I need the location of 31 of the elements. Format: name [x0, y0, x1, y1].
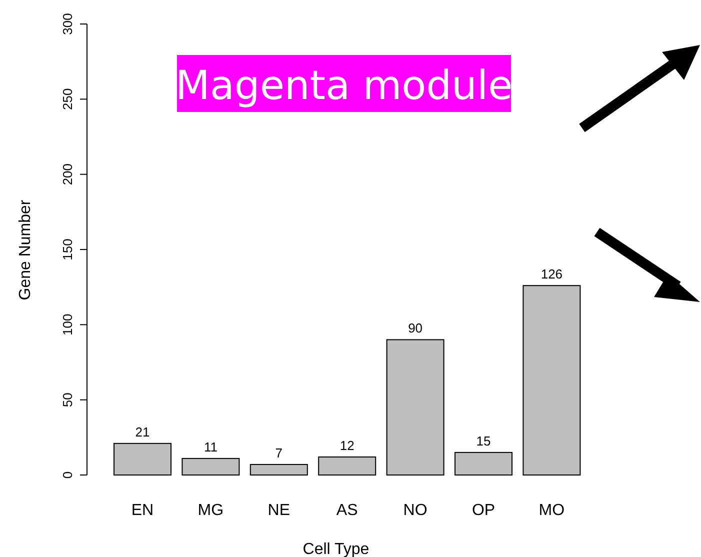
data-label: 90	[408, 320, 423, 336]
bar	[182, 458, 240, 476]
bar	[250, 464, 308, 476]
y-axis-title: Gene Number	[17, 199, 34, 300]
bar	[114, 442, 172, 476]
data-label: 12	[340, 438, 354, 453]
y-tick-label: 100	[60, 314, 75, 336]
data-label: 21	[135, 424, 150, 440]
x-tick-label: AS	[336, 502, 358, 519]
bar	[386, 339, 444, 476]
x-tick-label: MO	[538, 502, 565, 519]
y-tick-label: 0	[60, 471, 75, 479]
y-tick-label: 300	[60, 13, 75, 35]
data-label: 15	[476, 433, 491, 448]
bar	[522, 285, 581, 476]
x-tick-label: OP	[472, 502, 496, 519]
data-label: 7	[275, 445, 283, 460]
y-tick-label: 250	[60, 88, 75, 110]
data-label: 11	[204, 439, 218, 454]
x-tick-label: MG	[198, 502, 224, 519]
bar	[318, 456, 376, 476]
text: Magenta module	[175, 63, 513, 109]
x-tick-label: NE	[268, 502, 290, 519]
x-tick-label: EN	[131, 502, 154, 519]
x-tick-label: NO	[403, 502, 428, 519]
y-tick-label: 200	[60, 163, 75, 186]
x-axis-title: Cell Type	[302, 541, 370, 557]
y-tick-label: 50	[60, 392, 75, 408]
y-tick-label: 150	[60, 238, 75, 260]
data-label: 126	[540, 266, 563, 282]
bar	[454, 452, 512, 476]
